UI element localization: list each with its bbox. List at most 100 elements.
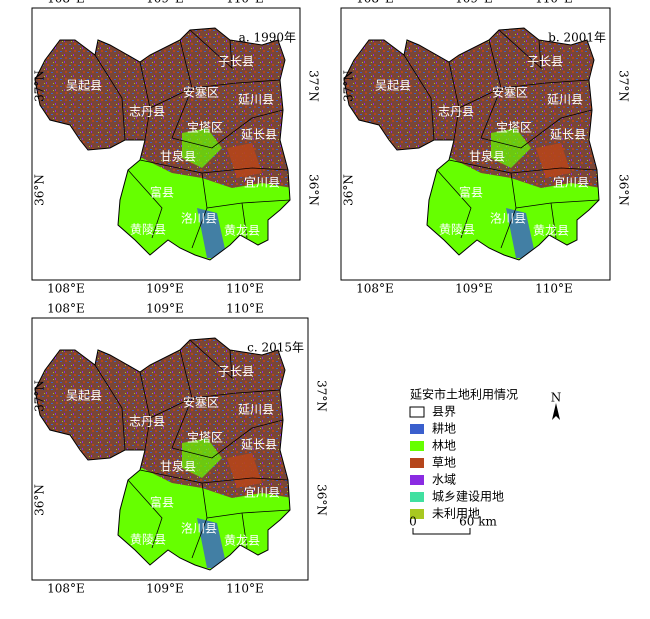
county-label: 甘泉县 <box>160 150 196 164</box>
legend-swatch <box>409 406 425 418</box>
forest-patch <box>491 128 531 168</box>
farmland-valley <box>506 208 536 258</box>
lon-label-bottom: 108°E <box>47 282 85 296</box>
county-label: 宝塔区 <box>496 121 532 135</box>
lon-label-bottom: 108°E <box>356 282 394 296</box>
county-border <box>127 169 163 239</box>
legend-label: 草地 <box>432 456 456 470</box>
lon-label-top: 109°E <box>146 0 184 6</box>
farmland-valley <box>197 208 227 258</box>
county-label: 宜川县 <box>244 485 280 500</box>
land-use-map <box>344 28 599 260</box>
county-border <box>149 397 193 419</box>
lon-label-top: 108°E <box>47 302 85 316</box>
county-label: 安塞区 <box>492 85 528 100</box>
lon-label-top: 108°E <box>356 0 394 6</box>
lon-label-bottom: 108°E <box>47 582 85 596</box>
lon-label-top: 110°E <box>535 0 573 6</box>
lon-label-bottom: 110°E <box>535 282 573 296</box>
lat-label-right: 37°N <box>315 380 329 412</box>
county-label: 黄陵县 <box>439 223 475 237</box>
county-border <box>480 109 593 149</box>
city-outline <box>34 337 291 571</box>
county-border <box>139 159 289 174</box>
county-label: 延长县 <box>241 438 277 452</box>
county-label: 洛川县 <box>490 211 526 226</box>
county-label: 安塞区 <box>183 85 219 100</box>
panel-title: a. 1990年 <box>239 31 296 45</box>
scale-start: 0 <box>409 515 417 529</box>
county-label: 宝塔区 <box>187 121 223 135</box>
legend-swatch <box>410 509 424 519</box>
legend-label: 水域 <box>432 473 456 487</box>
county-label: 甘泉县 <box>160 460 196 474</box>
city-outline <box>34 27 291 261</box>
lat-label-left: 37°N <box>33 70 47 102</box>
county-label: 志丹县 <box>438 105 474 119</box>
county-label: 延长县 <box>550 128 586 142</box>
legend-title: 延安市土地利用情况 <box>410 387 518 402</box>
county-border <box>149 87 193 109</box>
lat-label-left: 36°N <box>342 174 356 206</box>
county-border <box>191 79 281 89</box>
lat-label-left: 36°N <box>33 174 47 206</box>
scale-end: 60 km <box>459 515 497 529</box>
lat-label-left: 37°N <box>33 380 47 412</box>
scale-bar <box>412 528 471 535</box>
county-border <box>189 29 233 69</box>
north-label: N <box>551 391 562 405</box>
county-label: 黄陵县 <box>130 223 166 237</box>
county-label: 洛川县 <box>181 521 217 536</box>
county-label: 延川县 <box>547 93 583 107</box>
lat-label-left: 36°N <box>33 484 47 516</box>
county-label: 子长县 <box>218 365 254 379</box>
lon-label-bottom: 109°E <box>146 582 184 596</box>
farmland-valley <box>197 518 227 568</box>
county-label: 宜川县 <box>553 175 589 190</box>
county-label: 黄龙县 <box>224 224 260 238</box>
lon-label-bottom: 110°E <box>226 582 264 596</box>
legend-swatch <box>410 441 424 451</box>
county-label: 富县 <box>459 185 483 200</box>
county-label: 洛川县 <box>181 211 217 226</box>
county-border <box>94 364 126 451</box>
lon-label-bottom: 109°E <box>455 282 493 296</box>
county-border <box>500 79 590 89</box>
county-border <box>191 389 281 399</box>
county-border <box>171 419 284 459</box>
county-label: 志丹县 <box>129 105 165 119</box>
county-border <box>498 29 542 69</box>
county-label: 黄陵县 <box>130 533 166 547</box>
county-label: 子长县 <box>527 55 563 69</box>
county-label: 志丹县 <box>129 415 165 429</box>
lon-label-top: 110°E <box>226 0 264 6</box>
legend-swatch <box>410 424 424 434</box>
lat-label-right: 36°N <box>315 484 329 516</box>
county-border <box>403 54 435 141</box>
lon-label-top: 109°E <box>455 0 493 6</box>
panel-title: c. 2015年 <box>247 341 304 355</box>
county-label: 甘泉县 <box>469 150 505 164</box>
county-label: 安塞区 <box>183 395 219 410</box>
county-border <box>94 54 126 141</box>
legend-label: 林地 <box>432 439 456 453</box>
lat-label-right: 37°N <box>617 70 631 102</box>
county-label: 延长县 <box>241 128 277 142</box>
legend-label: 城乡建设用地 <box>432 490 504 504</box>
lon-label-bottom: 110°E <box>226 282 264 296</box>
county-label: 吴起县 <box>66 389 102 403</box>
lat-label-right: 37°N <box>307 70 321 102</box>
county-border <box>458 87 502 109</box>
county-label: 子长县 <box>218 55 254 69</box>
county-border <box>241 512 248 549</box>
legend-label: 县界 <box>432 405 456 419</box>
legend-swatch <box>410 492 424 502</box>
lat-label-left: 37°N <box>342 70 356 102</box>
county-border <box>189 339 233 379</box>
county-border <box>139 469 289 484</box>
